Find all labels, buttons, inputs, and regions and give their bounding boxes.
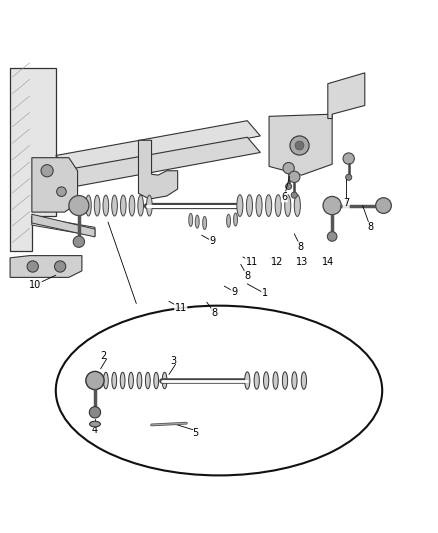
Circle shape	[376, 198, 391, 213]
Circle shape	[57, 187, 66, 197]
Text: 11: 11	[175, 303, 187, 313]
Circle shape	[41, 165, 53, 177]
Text: 1: 1	[261, 288, 268, 298]
Ellipse shape	[245, 372, 250, 389]
Ellipse shape	[154, 372, 159, 389]
Ellipse shape	[120, 372, 125, 389]
Ellipse shape	[247, 195, 253, 216]
Ellipse shape	[137, 372, 142, 389]
Text: 8: 8	[367, 222, 374, 232]
Ellipse shape	[195, 215, 199, 228]
Ellipse shape	[189, 213, 193, 227]
Text: 14: 14	[321, 257, 334, 267]
Circle shape	[286, 183, 292, 189]
Ellipse shape	[56, 305, 382, 475]
Circle shape	[27, 261, 39, 272]
Ellipse shape	[112, 372, 117, 389]
Circle shape	[283, 163, 294, 174]
Ellipse shape	[256, 195, 262, 216]
Ellipse shape	[254, 372, 259, 389]
Circle shape	[73, 236, 85, 247]
Ellipse shape	[285, 195, 291, 216]
Polygon shape	[269, 114, 332, 175]
Text: 12: 12	[271, 257, 283, 267]
Text: 8: 8	[298, 242, 304, 252]
Ellipse shape	[103, 195, 109, 216]
Ellipse shape	[89, 421, 100, 427]
Text: 9: 9	[231, 287, 237, 297]
Circle shape	[327, 232, 337, 241]
Ellipse shape	[264, 372, 269, 389]
Polygon shape	[328, 73, 365, 118]
Circle shape	[54, 261, 66, 272]
Circle shape	[289, 171, 300, 182]
Ellipse shape	[94, 195, 100, 216]
Ellipse shape	[129, 195, 135, 216]
Polygon shape	[10, 256, 82, 277]
Polygon shape	[138, 140, 178, 199]
Ellipse shape	[292, 372, 297, 389]
Circle shape	[323, 197, 341, 215]
Polygon shape	[32, 216, 95, 236]
Circle shape	[295, 141, 304, 150]
Ellipse shape	[273, 372, 278, 389]
Text: 6: 6	[281, 192, 287, 202]
Ellipse shape	[129, 372, 134, 389]
Circle shape	[69, 196, 89, 215]
Circle shape	[343, 153, 354, 164]
Circle shape	[290, 136, 309, 155]
Ellipse shape	[301, 372, 307, 389]
Circle shape	[86, 372, 104, 390]
Text: 8: 8	[244, 271, 251, 281]
Text: 11: 11	[246, 257, 258, 267]
Ellipse shape	[237, 195, 243, 216]
Text: 4: 4	[92, 425, 98, 435]
Ellipse shape	[226, 214, 230, 228]
Text: 2: 2	[101, 351, 107, 361]
Ellipse shape	[233, 213, 237, 226]
Polygon shape	[10, 68, 56, 251]
Polygon shape	[32, 158, 78, 212]
Circle shape	[346, 174, 352, 180]
Text: 3: 3	[170, 356, 177, 366]
Circle shape	[89, 407, 101, 418]
Text: 9: 9	[209, 236, 215, 246]
Ellipse shape	[103, 372, 108, 389]
Text: 7: 7	[343, 198, 349, 208]
Ellipse shape	[138, 195, 144, 216]
Ellipse shape	[265, 195, 272, 216]
Polygon shape	[56, 137, 260, 187]
Ellipse shape	[203, 216, 207, 230]
Ellipse shape	[283, 372, 288, 389]
Ellipse shape	[275, 195, 281, 216]
Text: 13: 13	[297, 257, 309, 267]
Polygon shape	[56, 120, 260, 172]
Text: 8: 8	[212, 308, 218, 318]
Ellipse shape	[120, 195, 126, 216]
Text: 10: 10	[29, 280, 42, 290]
Ellipse shape	[162, 372, 167, 389]
Ellipse shape	[145, 372, 150, 389]
Ellipse shape	[294, 195, 300, 216]
Ellipse shape	[112, 195, 117, 216]
Circle shape	[291, 192, 297, 198]
Ellipse shape	[147, 195, 152, 216]
Text: 5: 5	[192, 428, 198, 438]
Ellipse shape	[85, 195, 91, 216]
Polygon shape	[32, 214, 95, 237]
